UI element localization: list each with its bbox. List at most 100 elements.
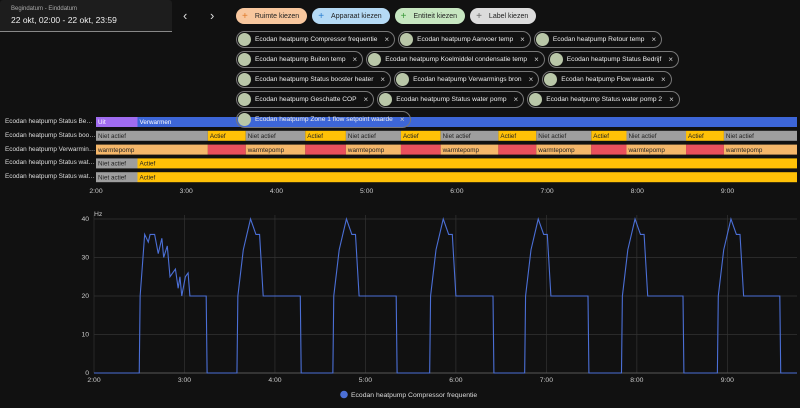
x-tick-label: 3:00: [178, 377, 191, 384]
chip-label: Ecodan heatpump Status water pomp: [396, 96, 507, 103]
picker-button[interactable]: + Label kiezen: [470, 8, 537, 24]
remove-icon[interactable]: ×: [669, 95, 674, 104]
x-tick-label: 2:00: [87, 377, 100, 384]
date-picker[interactable]: Begindatum - Einddatum 22 okt, 02:00 - 2…: [0, 0, 172, 32]
remove-icon[interactable]: ×: [363, 95, 369, 104]
segment-label: Actief: [403, 133, 419, 140]
entity-chip[interactable]: Ecodan heatpump Aanvoer temp ×: [398, 31, 531, 48]
entity-chip[interactable]: Ecodan heatpump Buiten temp ×: [236, 51, 364, 68]
entity-chip[interactable]: Ecodan heatpump Status Bedrijf ×: [547, 51, 679, 68]
timeline-segment: [245, 144, 306, 155]
button-label: Entiteit kiezen: [413, 12, 458, 20]
y-tick-label: 0: [85, 370, 89, 377]
entity-chip[interactable]: Ecodan heatpump Compressor frequentie ×: [236, 31, 396, 48]
chip-label: Ecodan heatpump Status booster heater: [255, 76, 374, 83]
timeline-segment: [400, 144, 441, 155]
remove-icon[interactable]: ×: [352, 55, 358, 64]
x-tick-label: 6:00: [449, 377, 462, 384]
y-tick-label: 10: [81, 331, 89, 338]
plus-icon: +: [242, 10, 248, 22]
entity-icon: [238, 53, 251, 66]
x-tick-label: 3:00: [180, 188, 193, 195]
segment-label: Niet actief: [98, 174, 126, 181]
entity-chip[interactable]: Ecodan heatpump Status booster heater ×: [236, 71, 392, 88]
plus-icon: +: [400, 10, 407, 22]
timeline-segment: [440, 144, 499, 155]
entity-chip[interactable]: Ecodan heatpump Retour temp ×: [533, 31, 663, 48]
row-label: Ecodan heatpump Status booster heater: [5, 131, 96, 139]
entity-chip[interactable]: Ecodan heatpump Flow waarde ×: [542, 71, 672, 88]
entity-chip[interactable]: Ecodan heatpump Zone 1 flow setpoint waa…: [236, 111, 411, 128]
next-button[interactable]: ›: [210, 8, 215, 23]
remove-icon[interactable]: ×: [528, 75, 534, 84]
y-tick-label: 20: [81, 293, 89, 300]
timeline-segment: [245, 130, 306, 141]
remove-icon[interactable]: ×: [520, 35, 525, 44]
segment-label: warmtepomp: [247, 147, 285, 154]
entity-chip[interactable]: Ecodan heatpump Geschatte COP ×: [236, 91, 375, 108]
date-label: Begindatum - Einddatum: [11, 6, 78, 12]
chip-label: Ecodan heatpump Retour temp: [552, 36, 645, 43]
picker-button[interactable]: + Apparaat kiezen: [312, 8, 390, 24]
chip-label: Ecodan heatpump Flow waarde: [561, 76, 654, 83]
entity-icon: [238, 33, 251, 46]
entity-chip[interactable]: Ecodan heatpump Status water pomp 2 ×: [527, 91, 680, 108]
x-tick-label: 9:00: [721, 188, 734, 195]
picker-button[interactable]: + Ruimte kiezen: [236, 8, 308, 24]
chip-label: Ecodan heatpump Status water pomp 2: [546, 96, 663, 103]
segment-label: Actief: [307, 133, 323, 140]
timeline-segment: [536, 144, 592, 155]
data-line: [94, 217, 797, 374]
remove-icon[interactable]: ×: [534, 55, 539, 64]
y-unit: Hz: [94, 211, 103, 218]
remove-icon[interactable]: ×: [513, 95, 519, 104]
segment-label: Niet actief: [443, 133, 471, 140]
chip-label: Ecodan heatpump Zone 1 flow setpoint waa…: [255, 116, 393, 123]
segment-label: Actief: [140, 174, 156, 181]
segment-label: warmtepomp: [442, 147, 480, 154]
entity-icon: [238, 113, 251, 126]
row-label: Ecodan heatpump Status water pomp 2: [5, 173, 96, 181]
picker-button[interactable]: + Entiteit kiezen: [394, 8, 466, 24]
x-tick-label: 5:00: [359, 377, 372, 384]
prev-button[interactable]: ‹: [183, 8, 188, 23]
entity-chip[interactable]: Ecodan heatpump Status water pomp ×: [377, 91, 525, 108]
button-label: Label kiezen: [488, 12, 529, 20]
segment-label: Niet actief: [98, 161, 126, 168]
y-tick-label: 30: [81, 254, 89, 261]
remove-icon[interactable]: ×: [668, 55, 673, 64]
row-label: Ecodan heatpump Status water pomp: [5, 159, 96, 167]
remove-icon[interactable]: ×: [651, 35, 657, 44]
segment-label: Niet actief: [726, 133, 754, 140]
entity-chip[interactable]: Ecodan heatpump Verwarmings bron ×: [394, 71, 540, 88]
timeline-segment: [345, 130, 401, 141]
segment-label: Uit: [98, 119, 106, 126]
remove-icon[interactable]: ×: [399, 115, 405, 124]
segment-label: warmtepomp: [347, 147, 385, 154]
x-tick-label: 7:00: [540, 188, 553, 195]
plus-icon: +: [318, 10, 325, 22]
remove-icon[interactable]: ×: [380, 75, 386, 84]
x-tick-label: 8:00: [631, 188, 644, 195]
timeline-segment: [96, 144, 208, 155]
entity-chip[interactable]: Ecodan heatpump Koelmiddel condensatie t…: [366, 51, 545, 68]
entity-icon: [238, 93, 251, 106]
segment-label: warmtepomp: [97, 147, 135, 154]
timeline-segment: [137, 158, 798, 169]
timeline-segment: [591, 144, 627, 155]
legend-label: Ecodan heatpump Compressor frequentie: [351, 392, 477, 399]
entity-icon: [368, 53, 382, 66]
remove-icon[interactable]: ×: [384, 35, 390, 44]
timeline-segment: [686, 144, 724, 155]
x-tick-label: 5:00: [360, 188, 373, 195]
timeline-segment: [591, 130, 627, 141]
timeline-segment: [96, 158, 138, 169]
entity-icon: [238, 73, 251, 86]
segment-label: warmtepomp: [725, 147, 763, 154]
plus-icon: +: [476, 10, 482, 22]
segment-label: Niet actief: [348, 133, 376, 140]
remove-icon[interactable]: ×: [660, 75, 666, 84]
segment-label: Verwarmen: [140, 119, 172, 126]
entity-chips: Ecodan heatpump Compressor frequentie × Ec…: [236, 31, 784, 128]
x-tick-label: 7:00: [540, 377, 553, 384]
